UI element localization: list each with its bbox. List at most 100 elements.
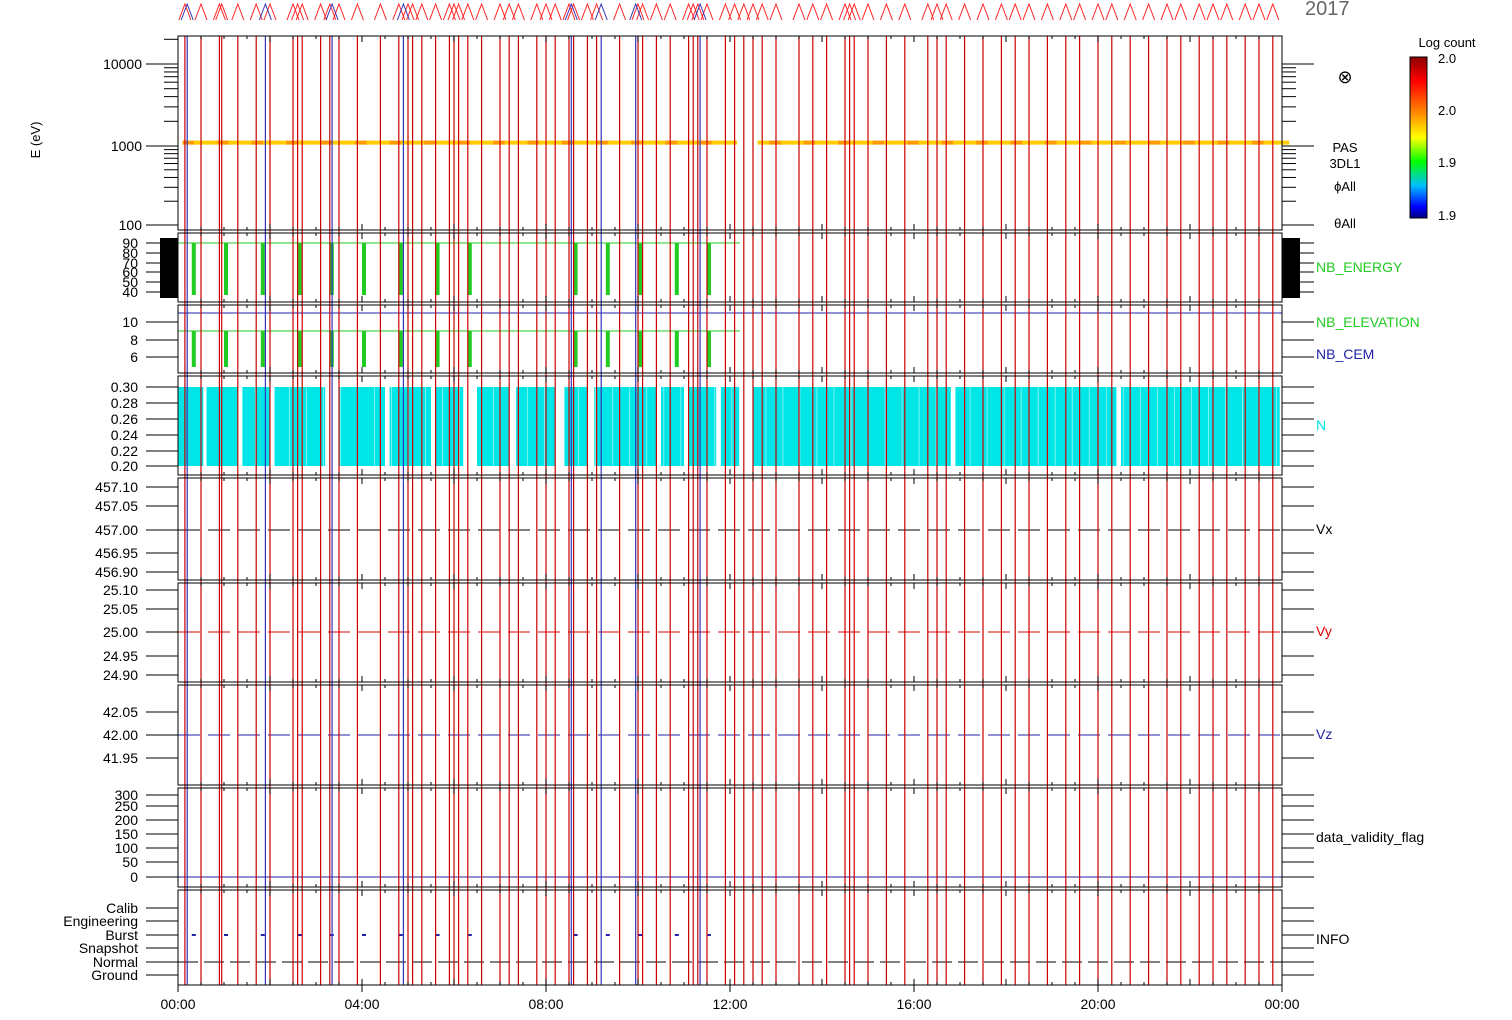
nb-energy-ytick-label: 40: [122, 284, 138, 300]
event-header-glyph-red: [636, 2, 650, 21]
event-header-glyph-red: [898, 2, 912, 21]
spectrogram-band-segment: [1068, 140, 1083, 145]
vy-ytick-label: 25.10: [103, 582, 138, 598]
info-ytick-label: Calib: [106, 900, 138, 916]
validity-ytick-label: 200: [115, 812, 139, 828]
event-header-glyph-red: [1142, 2, 1156, 21]
n-ytick-label: 0.26: [111, 411, 138, 427]
nb-energy-pulse: [398, 243, 403, 295]
event-header-glyph-red: [1266, 2, 1280, 21]
nb-energy-ytick-label: 60: [122, 264, 138, 280]
event-header-glyph-red: [580, 2, 594, 21]
vz-label: Vz: [1316, 726, 1332, 742]
event-header-glyph-red: [447, 2, 461, 21]
event-header-glyph-red: [590, 2, 604, 21]
event-header-glyph-red: [178, 2, 192, 21]
nb-elevation-ytick-label: 10: [122, 314, 138, 330]
validity-ytick-label: 300: [115, 787, 139, 803]
spectrogram-band-segment: [688, 140, 703, 145]
side-label-3dl1: 3DL1: [1329, 156, 1360, 171]
spectrogram-band-segment: [585, 140, 600, 145]
nb-energy-pulse: [573, 243, 578, 295]
spectrogram-band-segment: [504, 140, 519, 145]
nb-energy-pulse: [707, 243, 711, 295]
spectrogram-band-segment: [918, 140, 933, 145]
spectrogram-band-segment: [424, 140, 439, 145]
n-label: N: [1316, 417, 1326, 433]
event-header-glyph-red: [461, 2, 475, 21]
event-header-glyph-red: [838, 2, 852, 21]
event-header-glyph-red: [1040, 2, 1054, 21]
spectrogram-band-segment: [412, 140, 427, 145]
nb-elevation-pulse: [398, 331, 403, 367]
event-header-glyph-blue: [629, 2, 643, 21]
colorbar-title: Log count: [1418, 35, 1475, 50]
vy-ytick-label: 24.95: [103, 648, 138, 664]
spectrogram-band-segment: [516, 140, 531, 145]
validity-ytick-label: 100: [115, 840, 139, 856]
x-tick-label: 04:00: [344, 996, 379, 1012]
event-header-glyph-red: [502, 2, 516, 21]
event-header-glyph-red: [663, 2, 677, 21]
energy-axis-label: E (eV): [28, 122, 43, 159]
event-header-glyph-red: [718, 2, 732, 21]
nb-elevation-ytick-label: 6: [130, 349, 138, 365]
n-data-block: [339, 387, 385, 466]
spectrogram-band-segment: [527, 140, 542, 145]
spectrogram-band-segment: [1114, 140, 1129, 145]
spectrogram-band-segment: [596, 140, 611, 145]
vx-ytick-label: 457.00: [95, 522, 138, 538]
spec-ytick-label: 10000: [103, 56, 142, 72]
event-header-glyph-red: [332, 2, 346, 21]
vx-ytick-label: 457.05: [95, 498, 138, 514]
event-header-glyph-red: [930, 2, 944, 21]
nb-elevation-pulse: [674, 331, 679, 367]
event-header-glyph-red: [291, 2, 305, 21]
side-label-theta: θAll: [1334, 216, 1356, 231]
spectrogram-band-segment: [251, 140, 266, 145]
spectrogram-band-segment: [1183, 140, 1198, 145]
data-bands-layer: [160, 140, 1300, 963]
event-header-glyph-red: [1059, 2, 1073, 21]
spectrogram-band-segment: [378, 140, 393, 145]
x-axis: 00:00 04:00 08:00 12:00 16:00 20:00 00:00: [160, 985, 1300, 1012]
event-markers-layer: [178, 2, 1280, 985]
spectrogram-band-segment: [608, 140, 623, 145]
spectrogram-band-segment: [849, 140, 864, 145]
spectrogram-band-segment: [573, 140, 588, 145]
event-header-glyph-red: [215, 2, 229, 21]
year-label: 2017: [1305, 0, 1350, 20]
spectrogram-band-segment: [1263, 140, 1278, 145]
event-header-glyph-red: [406, 2, 420, 21]
nb-energy-pulse: [467, 243, 472, 295]
event-header-glyph-blue: [564, 2, 578, 21]
spectrogram-band-segment: [711, 140, 726, 145]
nb-energy-pulse: [297, 243, 302, 295]
n-data-block: [516, 387, 556, 466]
spectrogram-band-segment: [780, 140, 795, 145]
n-data-block: [753, 387, 951, 466]
spectrogram-band-segment: [435, 140, 450, 145]
event-header-glyph-red: [530, 2, 544, 21]
nb-elevation-pulse: [573, 331, 578, 367]
event-header-glyph-red: [567, 2, 581, 21]
info-ytick-label: Snapshot: [79, 940, 138, 956]
nb-elevation-label-2: NB_CEM: [1316, 346, 1374, 362]
nb-energy-ytick-label: 80: [122, 245, 138, 261]
spectrogram-band-segment: [999, 140, 1014, 145]
n-ytick-label: 0.20: [111, 458, 138, 474]
panel-frame-8: [177, 889, 1283, 986]
info-label: INFO: [1316, 931, 1350, 947]
event-header-glyph-red: [939, 2, 953, 21]
nb-energy-pulse: [638, 243, 642, 295]
info-ytick-label: Ground: [91, 967, 138, 983]
spectrogram-band-segment: [458, 140, 473, 145]
validity-ytick-label: 50: [122, 854, 138, 870]
event-header-glyph-red: [847, 2, 861, 21]
event-header-glyph-blue: [325, 2, 339, 21]
spectrogram-band-segment: [642, 140, 657, 145]
event-header-glyph-red: [548, 2, 562, 21]
event-header-glyph-red: [994, 2, 1008, 21]
event-header-glyph-red: [691, 2, 705, 21]
x-tick-label: 12:00: [712, 996, 747, 1012]
